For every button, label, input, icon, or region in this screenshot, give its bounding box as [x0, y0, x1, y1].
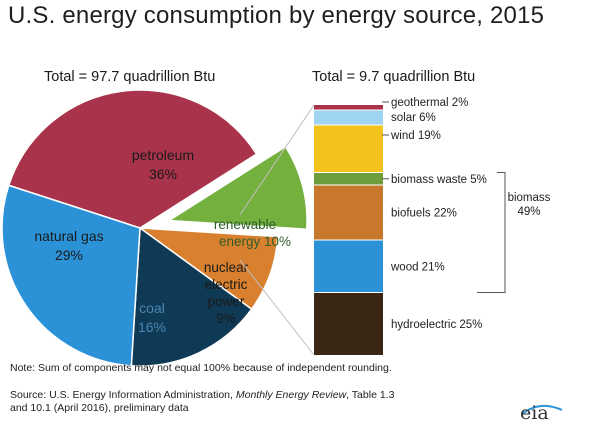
bar-label-wood: wood 21% — [390, 261, 445, 273]
bar-segment-wind — [314, 125, 383, 173]
slice-label-renewable-2: energy 10% — [219, 234, 291, 249]
bar-label-biomass: biomass waste 5% — [391, 174, 487, 186]
slice-label-nuclear-1: nuclear — [204, 260, 249, 275]
connector-bottom — [239, 259, 315, 356]
bar-segment-biomass — [314, 172, 383, 185]
slice-label-natural-gas: natural gas — [34, 228, 103, 244]
chart-title: U.S. energy consumption by energy source… — [8, 2, 545, 29]
pie-total-label: Total = 97.7 quadrillion Btu — [44, 69, 216, 85]
bar-segment-biofuels — [314, 185, 383, 240]
pie-slice-coal — [130, 226, 253, 367]
bar-label-wind: wind 19% — [390, 130, 441, 142]
slice-value-nuclear: 9% — [216, 311, 236, 326]
biomass-bracket-value: 49% — [517, 206, 540, 218]
source-note: Source: U.S. Energy Information Administ… — [10, 389, 530, 415]
eia-logo-arc — [521, 404, 563, 415]
bar-segment-solar — [314, 110, 383, 125]
source-publication: Monthly Energy Review — [235, 389, 347, 401]
biomass-bracket — [477, 172, 506, 293]
bar-label-solar: solar 6% — [391, 112, 436, 124]
slice-label-nuclear-2: electric — [205, 277, 248, 292]
bar-label-biofuels: biofuels 22% — [391, 208, 457, 220]
pie-slice-natural-gas — [1, 184, 141, 367]
slice-label-renewable-1: renewable — [214, 217, 276, 232]
slice-value-natural-gas: 29% — [55, 247, 83, 263]
slice-label-petroleum: petroleum — [132, 147, 194, 163]
eia-logo: eia — [520, 402, 549, 424]
bar-segment-hydroelectric — [314, 292, 383, 355]
bar-segment-wood — [314, 240, 383, 293]
bar-total-label: Total = 9.7 quadrillion Btu — [312, 69, 476, 85]
slice-label-coal: coal — [139, 300, 165, 316]
bar-label-geothermal: geothermal 2% — [391, 97, 468, 109]
source-prefix: Source: U.S. Energy Information Administ… — [10, 389, 236, 401]
slice-value-petroleum: 36% — [149, 166, 177, 182]
slice-label-nuclear-3: power — [208, 294, 245, 309]
footnote: Note: Sum of components may not equal 10… — [10, 362, 392, 374]
source-line2: and 10.1 (April 2016), preliminary data — [10, 402, 189, 414]
bar-label-hydroelectric: hydroelectric 25% — [391, 319, 482, 331]
connector-top — [239, 104, 315, 216]
slice-value-coal: 16% — [138, 319, 166, 335]
pie-slice-petroleum — [7, 89, 258, 229]
bar-segment-geothermal — [314, 105, 383, 110]
source-suffix: , Table 1.3 — [346, 389, 395, 401]
biomass-bracket-label: biomass — [508, 192, 551, 204]
